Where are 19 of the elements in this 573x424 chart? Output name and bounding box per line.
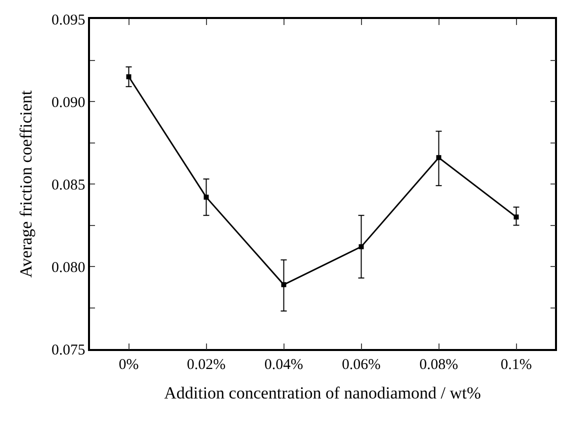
x-tick-label: 0% — [118, 356, 139, 373]
y-tick-label: 0.080 — [52, 260, 86, 276]
x-tick-label: 0.08% — [419, 356, 458, 373]
y-tick-label: 0.085 — [52, 177, 86, 194]
point — [358, 244, 364, 250]
x-tick-label: 0.02% — [186, 356, 226, 373]
point — [281, 282, 286, 288]
point — [204, 194, 209, 200]
point — [514, 214, 519, 220]
x-axis-title: Addition concentration of nanodiamond / wt% — [164, 384, 481, 403]
x-tick-label: 0.04% — [264, 356, 304, 373]
point — [126, 74, 132, 80]
x-tick-label: 0.06% — [342, 356, 381, 373]
x-tick-label: 0.1% — [500, 356, 532, 373]
point — [436, 155, 442, 160]
y-tick-label: 0.090 — [52, 94, 86, 111]
y-axis-title: Average friction coefficient — [16, 90, 36, 278]
y-tick-label: 0.095 — [52, 12, 86, 28]
y-tick-label: 0.075 — [52, 342, 86, 358]
